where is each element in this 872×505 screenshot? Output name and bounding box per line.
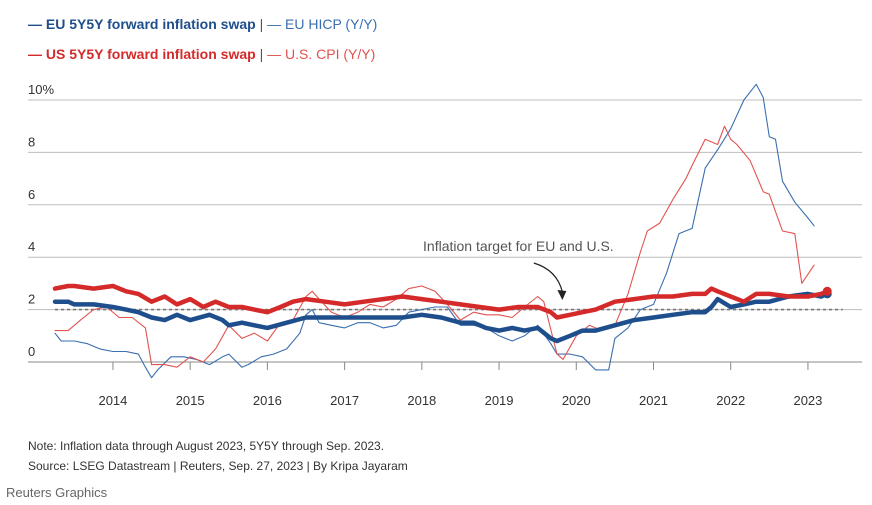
x-tick-label: 2016 <box>253 393 282 408</box>
x-tick-label: 2022 <box>716 393 745 408</box>
series-line-u-s-cpi-y-y- <box>54 125 815 368</box>
series-line-eu-5y5y-forward-inflation-swap <box>52 291 830 344</box>
series-end-dot <box>822 286 832 296</box>
inflation-line-chart: 0 2 4 6 8 10% 2014 2015 2016 2017 2018 2019 2020 2021… <box>28 82 862 408</box>
x-tick-label: 2015 <box>176 393 205 408</box>
y-tick-label: 6 <box>28 187 35 202</box>
y-tick-label: 2 <box>28 292 35 307</box>
legend-eu-swap: — EU 5Y5Y forward inflation swap <box>28 16 256 32</box>
chart-note: Note: Inflation data through August 2023… <box>28 439 385 453</box>
series-line-us-5y5y-forward-inflation-swap <box>52 283 830 320</box>
x-tick-label: 2021 <box>639 393 668 408</box>
x-tick-label: 2014 <box>98 393 127 408</box>
x-tick-label: 2017 <box>330 393 359 408</box>
target-annotation: Inflation target for EU and U.S. <box>423 238 614 254</box>
annotation-arrow <box>533 262 563 293</box>
y-tick-label: 0 <box>28 344 35 359</box>
y-tick-label: 8 <box>28 134 35 149</box>
legend-eu-hicp: — EU HICP (Y/Y) <box>267 16 378 32</box>
y-tick-label: 10% <box>28 82 54 97</box>
x-tick-label: 2023 <box>793 393 822 408</box>
legend-us: — US 5Y5Y forward inflation swap | — U.S… <box>28 46 375 62</box>
chart-source: Source: LSEG Datastream | Reuters, Sep. … <box>28 459 408 473</box>
series-line-eu-hicp-y-y- <box>54 83 815 379</box>
legend-us-cpi: — U.S. CPI (Y/Y) <box>267 46 376 62</box>
y-tick-label: 4 <box>28 239 35 254</box>
x-tick-label: 2020 <box>562 393 591 408</box>
legend-eu: — EU 5Y5Y forward inflation swap | — EU … <box>28 16 377 32</box>
legend-us-swap: — US 5Y5Y forward inflation swap <box>28 46 256 62</box>
x-tick-label: 2018 <box>407 393 436 408</box>
reuters-graphics-credit: Reuters Graphics <box>6 485 108 500</box>
legend-separator: | <box>259 46 264 62</box>
annotation-arrowhead <box>557 290 567 300</box>
legend-separator: | <box>259 16 264 32</box>
x-tick-label: 2019 <box>485 393 514 408</box>
